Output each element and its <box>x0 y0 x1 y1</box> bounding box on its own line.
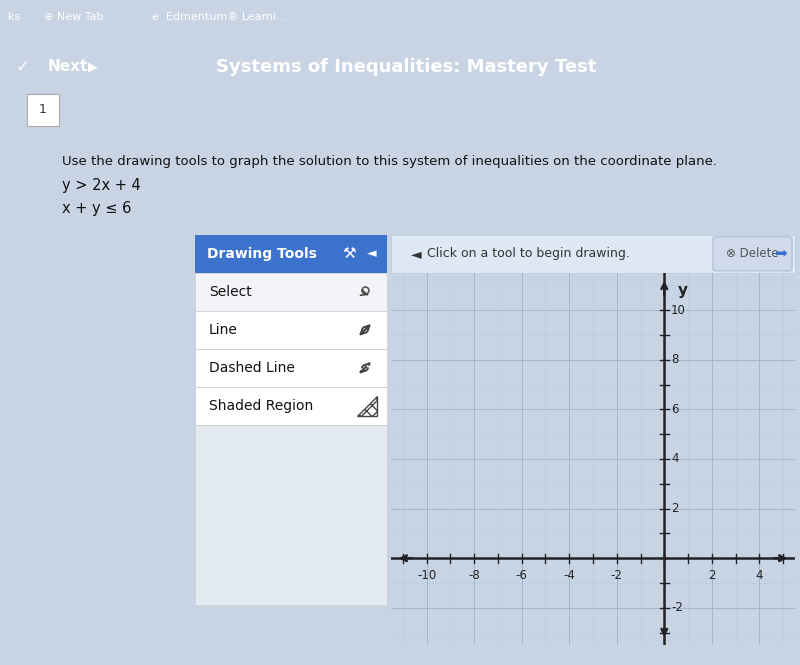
Text: ⊗ Delete: ⊗ Delete <box>726 247 779 260</box>
FancyBboxPatch shape <box>195 273 387 311</box>
Text: 2: 2 <box>708 569 715 583</box>
Text: y: y <box>678 283 687 298</box>
FancyBboxPatch shape <box>195 425 387 605</box>
Text: Drawing Tools: Drawing Tools <box>207 247 317 261</box>
Text: -10: -10 <box>417 569 436 583</box>
Text: ✓: ✓ <box>16 57 30 76</box>
Text: 4: 4 <box>756 569 763 583</box>
FancyBboxPatch shape <box>195 387 387 425</box>
Text: -4: -4 <box>563 569 575 583</box>
Text: x + y ≤ 6: x + y ≤ 6 <box>62 201 131 216</box>
Text: -2: -2 <box>671 601 683 614</box>
Text: 8: 8 <box>671 353 678 366</box>
Text: 4: 4 <box>671 452 678 466</box>
FancyBboxPatch shape <box>195 235 387 273</box>
Text: 6: 6 <box>671 403 678 416</box>
Text: Dashed Line: Dashed Line <box>209 361 295 375</box>
FancyBboxPatch shape <box>27 94 59 126</box>
Text: 10: 10 <box>671 304 686 317</box>
Text: Select: Select <box>209 285 252 299</box>
Text: ◄: ◄ <box>367 247 377 260</box>
Text: Shaded Region: Shaded Region <box>209 399 314 413</box>
Text: -8: -8 <box>468 569 480 583</box>
Text: Click on a tool to begin drawing.: Click on a tool to begin drawing. <box>427 247 630 260</box>
FancyBboxPatch shape <box>195 311 387 349</box>
Text: ⊕ New Tab: ⊕ New Tab <box>44 12 103 22</box>
Text: 2: 2 <box>671 502 678 515</box>
Text: ⚒: ⚒ <box>342 246 356 261</box>
FancyBboxPatch shape <box>195 349 387 387</box>
Text: e  Edmentum® Learni...: e Edmentum® Learni... <box>152 12 287 22</box>
Text: ks: ks <box>8 12 20 22</box>
Text: -6: -6 <box>516 569 528 583</box>
Text: y > 2x + 4: y > 2x + 4 <box>62 178 141 193</box>
Text: Use the drawing tools to graph the solution to this system of inequalities on th: Use the drawing tools to graph the solut… <box>62 155 717 168</box>
Text: 1: 1 <box>39 103 47 116</box>
FancyBboxPatch shape <box>713 237 792 271</box>
Text: -2: -2 <box>611 569 622 583</box>
Text: Systems of Inequalities: Mastery Test: Systems of Inequalities: Mastery Test <box>216 57 596 76</box>
Text: ◄: ◄ <box>411 247 422 261</box>
Text: Line: Line <box>209 323 238 337</box>
FancyBboxPatch shape <box>391 235 795 273</box>
Text: ▶: ▶ <box>88 60 98 73</box>
Text: Next: Next <box>48 59 88 74</box>
Text: ➡: ➡ <box>774 246 787 261</box>
